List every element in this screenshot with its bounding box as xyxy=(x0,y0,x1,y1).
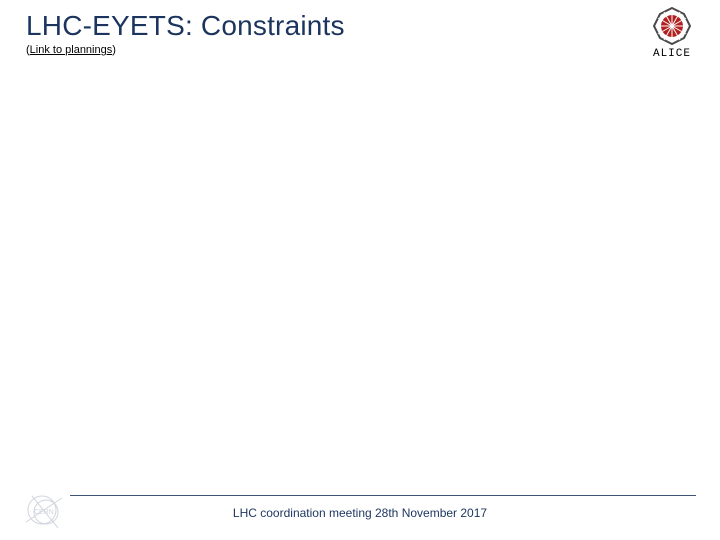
sublink-suffix: ) xyxy=(112,44,116,56)
alice-logo: ALICE xyxy=(644,6,700,60)
cern-logo-icon: CERN xyxy=(24,492,64,530)
alice-logo-label: ALICE xyxy=(644,48,700,60)
slide-container: LHC-EYETS: Constraints (Link to planning… xyxy=(0,0,720,540)
footer-text: LHC coordination meeting 28th November 2… xyxy=(0,506,720,520)
plannings-link-wrapper: (Link to plannings) xyxy=(26,44,116,56)
cern-logo: CERN xyxy=(24,492,64,530)
plannings-link[interactable]: Link to plannings xyxy=(30,44,113,56)
footer-rule xyxy=(70,495,696,496)
page-title: LHC-EYETS: Constraints xyxy=(26,10,345,42)
alice-logo-icon xyxy=(652,6,692,46)
cern-logo-text: CERN xyxy=(34,509,54,516)
